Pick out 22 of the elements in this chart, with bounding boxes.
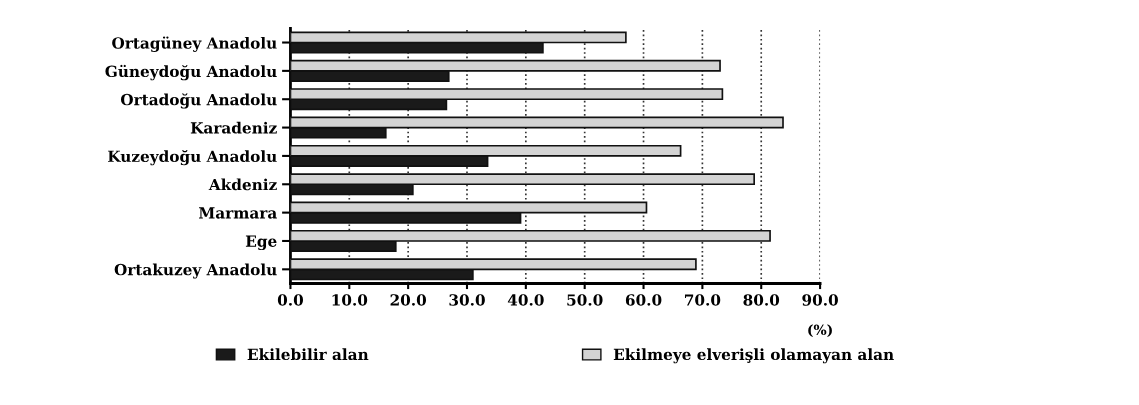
y-tick-label: Ortadoğu Anadolu	[120, 93, 277, 109]
x-tick-label: 50.0	[567, 294, 603, 306]
legend-label: Ekilmeye elverişli olamayan alan	[613, 348, 894, 364]
x-tick-label: 70.0	[684, 294, 721, 306]
x-tick-label: 40.0	[507, 294, 544, 306]
y-tick-label: Karadeniz	[190, 121, 277, 134]
y-tick-label: Ege	[245, 235, 277, 251]
x-tick-label: 80.0	[743, 294, 780, 306]
legend-label: Ekilebilir alan	[247, 348, 369, 361]
x-tick-label: 60.0	[625, 294, 662, 306]
y-tick-label: Güneydoğu Anadolu	[105, 64, 277, 81]
x-tick-label: 20.0	[390, 294, 427, 306]
y-tick-label: Akdeniz	[208, 178, 277, 191]
x-tick-label: 0.0	[277, 294, 304, 306]
x-tick-label: 90.0	[802, 294, 838, 306]
y-tick-label: Marmara	[199, 207, 277, 219]
x-axis-title: (%)	[808, 324, 832, 338]
y-tick-label: Ortakuzey Anadolu	[114, 263, 277, 279]
y-tick-label: Ortagüney Anadolu	[112, 36, 277, 52]
x-tick-label: 30.0	[449, 294, 485, 306]
y-tick-label: Kuzeydoğu Anadolu	[108, 150, 277, 166]
x-tick-label: 10.0	[332, 294, 368, 306]
